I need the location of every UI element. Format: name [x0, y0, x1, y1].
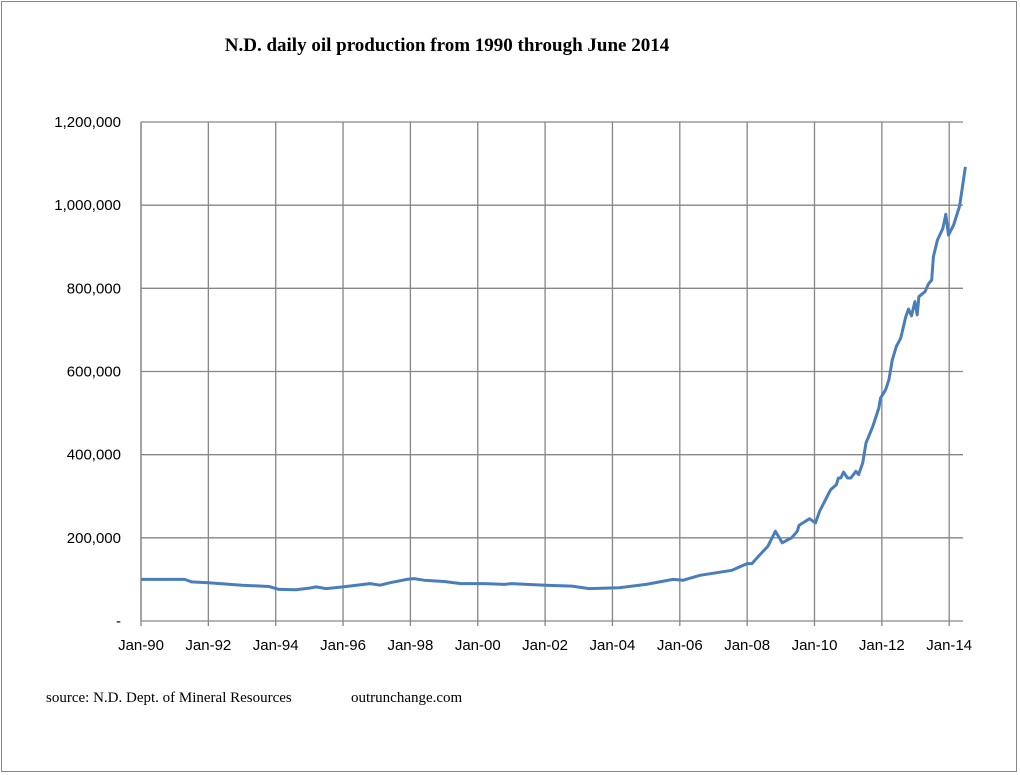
gridlines	[140, 121, 963, 626]
x-tick-label: Jan-00	[455, 637, 501, 654]
source-note: source: N.D. Dept. of Mineral Resources	[46, 690, 292, 706]
website-note: outrunchange.com	[351, 690, 463, 706]
x-tick-label: Jan-92	[185, 637, 231, 654]
y-tick-label: 400,000	[67, 447, 121, 464]
x-tick-label: Jan-02	[522, 637, 568, 654]
series-line	[141, 166, 967, 592]
x-tick-label: Jan-12	[859, 637, 905, 654]
x-tick-label: Jan-98	[387, 637, 433, 654]
y-tick-label: -	[116, 613, 121, 630]
x-tick-label: Jan-04	[590, 637, 636, 654]
chart-title: N.D. daily oil production from 1990 thro…	[225, 35, 670, 56]
x-tick-label: Jan-10	[792, 637, 838, 654]
x-tick-label: Jan-94	[253, 637, 299, 654]
y-tick-label: 1,000,000	[54, 197, 121, 214]
y-tick-label: 200,000	[67, 530, 121, 547]
y-tick-label: 800,000	[67, 280, 121, 297]
y-tick-label: 600,000	[67, 364, 121, 381]
y-tick-label: 1,200,000	[54, 114, 121, 131]
x-tick-label: Jan-90	[118, 637, 164, 654]
y-axis: - 200,000 400,000 600,000 800,000 1,000,000 1,…	[54, 114, 121, 630]
x-tick-label: Jan-08	[724, 637, 770, 654]
x-axis: Jan-90 Jan-92 Jan-94 Jan-96 Jan-98 Jan-00 Jan-…	[118, 637, 972, 654]
x-tick-label: Jan-06	[657, 637, 703, 654]
x-tick-label: Jan-96	[320, 637, 366, 654]
x-tick-label: Jan-14	[926, 637, 972, 654]
